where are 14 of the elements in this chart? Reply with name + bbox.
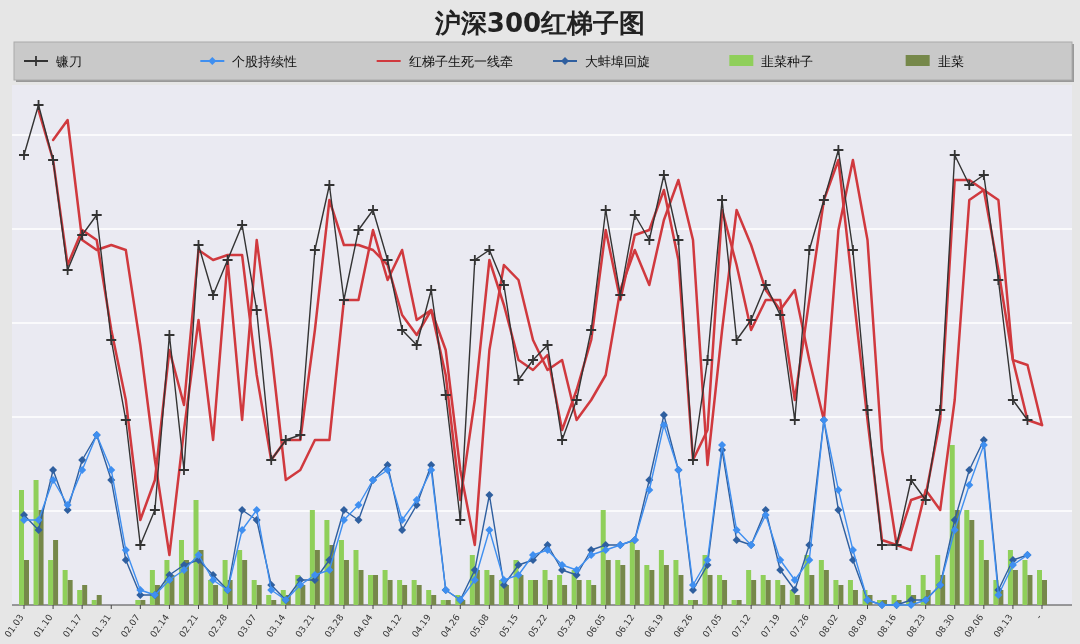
legend-item: 韭菜 <box>905 54 964 69</box>
legend-label: 韭菜 <box>937 54 964 69</box>
legend-item: 镰刀 <box>23 54 82 69</box>
legend-item: 韭菜种子 <box>729 54 814 69</box>
legend-label: 个股持续性 <box>232 54 298 69</box>
legend-item: 个股持续性 <box>199 54 298 69</box>
legend-label: 镰刀 <box>55 54 82 69</box>
legend-item: 红梯子生死一线牵 <box>375 54 513 69</box>
legend-label: 红梯子生死一线牵 <box>408 54 513 69</box>
legend-item: 大蚌埠回旋 <box>552 54 650 69</box>
legend-label: 韭菜种子 <box>761 54 814 69</box>
legend-label: 大蚌埠回旋 <box>585 54 650 69</box>
x-tick-label: - <box>1033 612 1044 621</box>
chart-title: 沪深300红梯子图 <box>433 8 646 38</box>
